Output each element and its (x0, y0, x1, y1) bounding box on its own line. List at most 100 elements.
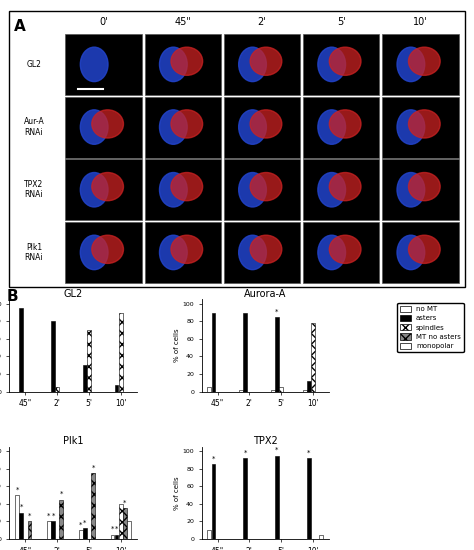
Bar (27, 521, 31, 539)
FancyBboxPatch shape (65, 160, 142, 220)
Ellipse shape (92, 235, 123, 263)
FancyBboxPatch shape (303, 160, 379, 220)
Bar (115, 535, 118, 539)
Bar (47, 521, 51, 539)
Bar (307, 458, 310, 539)
Title: GL2: GL2 (64, 289, 82, 299)
Text: 2': 2' (258, 17, 266, 27)
Bar (91, 473, 95, 539)
Bar (319, 535, 323, 539)
Bar (110, 535, 114, 539)
Bar (83, 529, 87, 539)
Bar (243, 312, 247, 392)
Bar (311, 323, 315, 392)
Text: *: * (83, 520, 87, 526)
Text: Plk1
RNAi: Plk1 RNAi (25, 243, 43, 262)
Text: *: * (19, 504, 23, 510)
Y-axis label: % of cells: % of cells (173, 329, 180, 362)
Text: 0': 0' (100, 17, 108, 27)
Ellipse shape (397, 173, 425, 207)
Ellipse shape (171, 47, 203, 75)
FancyBboxPatch shape (303, 97, 379, 158)
Ellipse shape (92, 173, 123, 201)
Y-axis label: % of cells: % of cells (173, 476, 180, 510)
FancyBboxPatch shape (65, 97, 142, 158)
FancyBboxPatch shape (145, 160, 221, 220)
Bar (59, 499, 63, 539)
Bar (119, 312, 123, 392)
FancyBboxPatch shape (65, 34, 142, 95)
Ellipse shape (397, 235, 425, 270)
FancyBboxPatch shape (65, 222, 142, 283)
Text: *: * (275, 309, 279, 315)
Bar (208, 530, 211, 539)
Ellipse shape (239, 47, 266, 81)
Ellipse shape (318, 173, 346, 207)
Ellipse shape (80, 173, 108, 207)
Bar (211, 464, 215, 539)
Text: TPX2
RNAi: TPX2 RNAi (25, 180, 44, 200)
Text: *: * (51, 513, 55, 519)
Text: *: * (16, 487, 19, 492)
Ellipse shape (318, 47, 346, 81)
Ellipse shape (250, 110, 282, 138)
Text: *: * (47, 513, 51, 519)
Text: *: * (28, 513, 31, 519)
Text: *: * (60, 491, 63, 497)
Text: *: * (123, 499, 127, 505)
Bar (211, 312, 215, 392)
Ellipse shape (409, 47, 440, 75)
FancyBboxPatch shape (224, 34, 300, 95)
Bar (15, 495, 19, 539)
Ellipse shape (159, 173, 187, 207)
FancyBboxPatch shape (224, 222, 300, 283)
FancyBboxPatch shape (224, 97, 300, 158)
Ellipse shape (318, 110, 346, 144)
Ellipse shape (80, 110, 108, 144)
Text: Aur-A
RNAi: Aur-A RNAi (24, 117, 45, 137)
Text: *: * (307, 450, 310, 455)
Ellipse shape (239, 235, 266, 270)
Ellipse shape (329, 110, 361, 138)
FancyBboxPatch shape (303, 222, 379, 283)
Ellipse shape (239, 173, 266, 207)
Bar (208, 387, 211, 392)
Ellipse shape (159, 235, 187, 270)
Ellipse shape (239, 110, 266, 144)
Ellipse shape (92, 110, 123, 138)
Bar (87, 330, 91, 392)
FancyBboxPatch shape (145, 222, 221, 283)
Ellipse shape (250, 173, 282, 201)
Ellipse shape (80, 235, 108, 270)
Bar (19, 308, 23, 392)
Legend: no MT, asters, spindles, MT no asters, monopolar: no MT, asters, spindles, MT no asters, m… (397, 303, 464, 352)
FancyBboxPatch shape (382, 34, 459, 95)
FancyBboxPatch shape (382, 97, 459, 158)
Bar (127, 521, 131, 539)
Ellipse shape (159, 47, 187, 81)
Bar (119, 504, 123, 539)
Text: 5': 5' (337, 17, 346, 27)
Ellipse shape (397, 47, 425, 81)
Ellipse shape (409, 235, 440, 263)
Bar (303, 390, 307, 392)
Text: A: A (14, 19, 26, 34)
Ellipse shape (171, 235, 203, 263)
Text: *: * (275, 447, 279, 453)
Ellipse shape (159, 110, 187, 144)
Text: *: * (79, 521, 82, 527)
Bar (123, 508, 127, 539)
Bar (279, 387, 283, 392)
Text: *: * (91, 465, 95, 471)
FancyBboxPatch shape (224, 160, 300, 220)
Ellipse shape (329, 47, 361, 75)
Text: 45": 45" (174, 17, 191, 27)
Ellipse shape (80, 47, 108, 81)
Bar (79, 530, 82, 539)
Bar (239, 390, 243, 392)
Text: 10': 10' (413, 17, 428, 27)
Ellipse shape (409, 110, 440, 138)
Bar (115, 384, 118, 392)
Ellipse shape (409, 173, 440, 201)
Ellipse shape (397, 110, 425, 144)
